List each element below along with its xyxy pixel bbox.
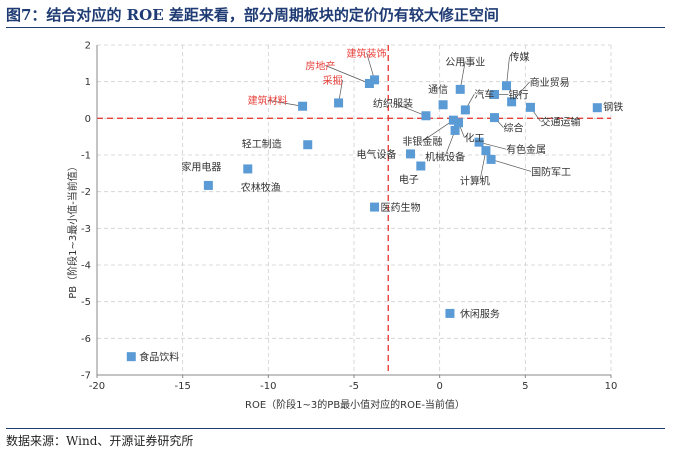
point-label: 非银金融 bbox=[402, 135, 442, 148]
scatter-point bbox=[489, 90, 499, 99]
leader-line bbox=[479, 150, 487, 181]
scatter-point bbox=[303, 140, 313, 150]
point-label: 房地产 bbox=[305, 60, 335, 73]
y-tick-label: -6 bbox=[81, 334, 91, 345]
leader-line bbox=[392, 102, 427, 117]
x-tick-label: 10 bbox=[605, 381, 618, 392]
leader-line bbox=[267, 99, 303, 107]
point-label: 有色金属 bbox=[506, 143, 546, 156]
scatter-point bbox=[298, 101, 308, 111]
y-tick-label: -2 bbox=[81, 187, 91, 198]
x-tick-label: -20 bbox=[89, 381, 105, 392]
point-label: 采掘 bbox=[323, 74, 343, 87]
source-note: 数据来源：Wind、开源证券研究所 bbox=[6, 434, 194, 448]
point-label: 综合 bbox=[503, 122, 523, 135]
point-label: 建筑材料 bbox=[248, 94, 288, 107]
y-tick-label: 0 bbox=[85, 114, 91, 125]
scatter-point bbox=[334, 98, 344, 108]
point-label: 建筑装饰 bbox=[347, 47, 387, 60]
point-label: 国防军工 bbox=[531, 165, 571, 178]
x-tick-label: -5 bbox=[349, 381, 359, 392]
point-label: 钢铁 bbox=[603, 101, 623, 114]
point-label: 医药生物 bbox=[381, 201, 421, 214]
y-tick-label: 2 bbox=[85, 41, 91, 52]
point-label: 机械设备 bbox=[425, 150, 465, 163]
scatter-point bbox=[486, 154, 496, 164]
point-label: 计算机 bbox=[460, 175, 490, 188]
scatter-point bbox=[406, 149, 416, 159]
point-label: 传媒 bbox=[509, 52, 529, 64]
x-tick-label: 0 bbox=[436, 381, 442, 392]
scatter-point bbox=[450, 125, 460, 135]
point-label: 轻工制造 bbox=[242, 138, 282, 151]
figure-title: 图7：结合对应的 ROE 差距来看，部分周期板块的定价仍有较大修正空间 bbox=[6, 6, 499, 24]
y-tick-label: -3 bbox=[81, 224, 91, 235]
leader-line bbox=[490, 159, 532, 172]
point-label: 交通运输 bbox=[540, 115, 580, 128]
point-label: 农林牧渔 bbox=[241, 181, 281, 194]
point-label: 纺织服装 bbox=[373, 97, 413, 110]
title-rule bbox=[6, 27, 665, 28]
point-label: 商业贸易 bbox=[530, 76, 570, 89]
scatter-point bbox=[507, 97, 517, 107]
point-label: 汽车 bbox=[474, 88, 494, 101]
scatter-point bbox=[474, 137, 484, 147]
leader-line bbox=[459, 61, 466, 90]
scatter-point bbox=[370, 202, 380, 212]
scatter-point bbox=[501, 81, 511, 91]
x-tick-label: 5 bbox=[522, 381, 528, 392]
point-label: 公用事业 bbox=[445, 55, 485, 68]
scatter-point bbox=[438, 100, 448, 110]
reference-lines bbox=[97, 45, 611, 375]
scatter-point bbox=[416, 161, 426, 171]
scatter-point bbox=[489, 113, 499, 123]
scatter-point bbox=[445, 308, 455, 318]
scatter-point bbox=[126, 352, 136, 362]
point-label: 电子 bbox=[399, 173, 419, 186]
x-tick-label: -10 bbox=[260, 381, 276, 392]
scatter-point bbox=[592, 103, 602, 113]
point-label: 休闲服务 bbox=[460, 307, 500, 320]
scatter-point bbox=[203, 180, 213, 190]
point-label: 通信 bbox=[428, 84, 448, 96]
y-axis-label: PB（阶段1~3最小值-当前值） bbox=[66, 161, 79, 299]
grid-layer bbox=[97, 44, 612, 375]
leader-line bbox=[506, 56, 510, 86]
scatter-point bbox=[460, 105, 470, 115]
y-tick-label: -5 bbox=[81, 297, 91, 308]
data-points bbox=[126, 75, 602, 362]
x-tick-label: -15 bbox=[174, 381, 190, 392]
footer-rule bbox=[6, 428, 665, 429]
y-tick-label: -1 bbox=[81, 151, 91, 162]
y-tick-label: 1 bbox=[85, 77, 91, 88]
scatter-point bbox=[448, 115, 458, 125]
point-label: 银行 bbox=[508, 89, 528, 102]
y-tick-label: -7 bbox=[81, 371, 91, 382]
scatter-point bbox=[454, 118, 464, 128]
y-tick-label: -4 bbox=[81, 261, 91, 272]
scatter-point bbox=[243, 164, 253, 174]
x-axis-label: ROE（阶段1~3的PB最小值对应的ROE-当前值） bbox=[245, 398, 465, 411]
point-label: 化工 bbox=[465, 132, 485, 145]
point-label: 家用电器 bbox=[181, 160, 221, 173]
leader-line bbox=[325, 65, 370, 84]
point-label: 食品饮料 bbox=[139, 351, 179, 364]
scatter-point bbox=[364, 79, 374, 88]
point-label: 电气设备 bbox=[357, 148, 397, 161]
scatter-point bbox=[370, 75, 380, 85]
scatter-point bbox=[421, 111, 431, 121]
scatter-point bbox=[481, 146, 491, 156]
scatter-point bbox=[525, 102, 535, 112]
leader-line bbox=[422, 119, 454, 142]
scatter-point bbox=[455, 84, 465, 94]
